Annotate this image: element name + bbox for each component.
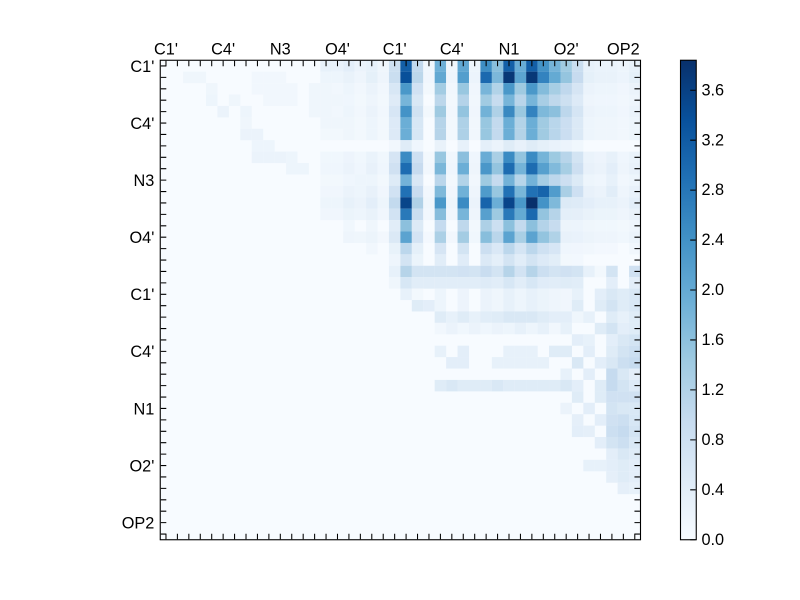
svg-text:N3: N3: [270, 40, 291, 58]
svg-text:0.4: 0.4: [701, 481, 724, 499]
svg-text:1.6: 1.6: [701, 331, 724, 349]
svg-text:C4': C4': [130, 343, 154, 361]
svg-text:C4': C4': [130, 115, 154, 133]
svg-text:3.6: 3.6: [701, 81, 724, 99]
svg-text:0.8: 0.8: [701, 431, 724, 449]
svg-text:C1': C1': [383, 40, 407, 58]
svg-text:C4': C4': [440, 40, 464, 58]
svg-text:C4': C4': [211, 40, 235, 58]
svg-text:2.0: 2.0: [701, 281, 724, 299]
svg-text:3.2: 3.2: [701, 131, 724, 149]
svg-text:O4': O4': [325, 40, 350, 58]
svg-text:1.2: 1.2: [701, 381, 724, 399]
svg-text:2.4: 2.4: [701, 231, 724, 249]
svg-text:OP2: OP2: [607, 40, 640, 58]
svg-text:N1: N1: [133, 400, 154, 418]
svg-text:N1: N1: [499, 40, 520, 58]
svg-text:O2': O2': [129, 457, 154, 475]
svg-text:0.0: 0.0: [701, 531, 724, 549]
svg-text:OP2: OP2: [122, 514, 155, 532]
svg-text:N3: N3: [133, 172, 154, 190]
svg-text:C1': C1': [130, 286, 154, 304]
svg-text:O2': O2': [554, 40, 579, 58]
svg-text:O4': O4': [129, 229, 154, 247]
svg-text:C1': C1': [154, 40, 178, 58]
svg-text:2.8: 2.8: [701, 181, 724, 199]
svg-text:C1': C1': [130, 58, 154, 76]
